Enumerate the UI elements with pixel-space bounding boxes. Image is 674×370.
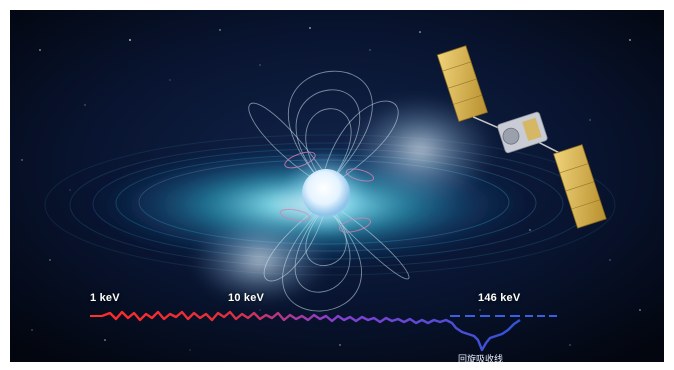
gas-cloud-lower: [190, 215, 330, 305]
magnetic-field-lines: [248, 70, 410, 312]
satellite: [436, 45, 607, 229]
space-scene: [10, 10, 664, 362]
star-field: [21, 27, 641, 351]
illustration-frame: 1 keV 10 keV 146 keV 回旋吸收线: [10, 10, 664, 362]
energy-label-1kev: 1 keV: [90, 292, 120, 304]
energy-label-146kev: 146 keV: [478, 292, 521, 304]
absorption-line-caption: 回旋吸收线: [458, 355, 504, 362]
energy-label-10kev: 10 keV: [228, 292, 265, 304]
gas-cloud-upper: [345, 95, 495, 205]
neutron-star: [302, 169, 350, 217]
x-ray-spectrum: [101, 310, 521, 352]
